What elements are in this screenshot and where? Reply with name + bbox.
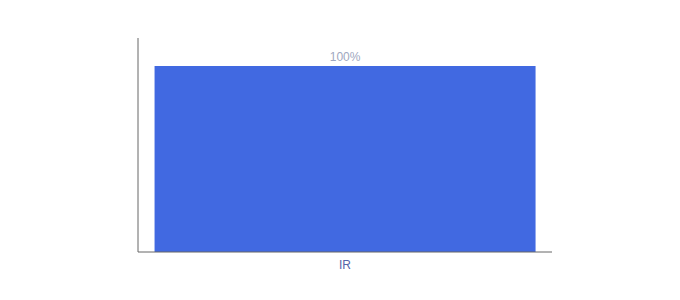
- svg-text:100%: 100%: [330, 50, 361, 64]
- svg-text:IR: IR: [339, 258, 351, 272]
